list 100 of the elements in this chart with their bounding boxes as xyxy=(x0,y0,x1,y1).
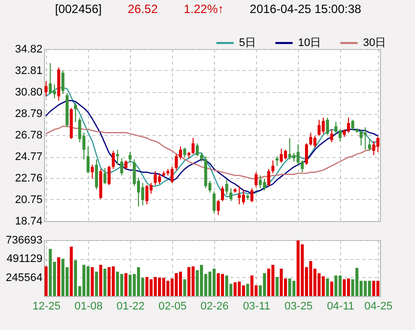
bar xyxy=(70,246,73,296)
bar xyxy=(166,280,170,296)
bar xyxy=(112,266,115,296)
bar xyxy=(221,274,224,296)
candlestick xyxy=(318,119,321,136)
bar xyxy=(372,280,376,296)
x-tick-label: 04-11 xyxy=(326,300,354,312)
bar xyxy=(44,266,48,296)
bar xyxy=(330,282,334,296)
candlestick xyxy=(183,147,186,158)
y-tick-label: 28.79 xyxy=(14,108,42,120)
candlestick xyxy=(128,151,132,164)
x-tick-label: 02-05 xyxy=(158,300,187,312)
candlestick xyxy=(90,164,94,180)
candlestick xyxy=(254,172,258,188)
bar xyxy=(150,279,153,296)
y-tick-label: 245564 xyxy=(6,272,42,284)
bar xyxy=(347,278,350,296)
candlestick xyxy=(250,188,254,203)
bar xyxy=(57,257,60,296)
candlestick xyxy=(313,135,316,148)
x-tick-label: 03-11 xyxy=(242,300,270,312)
text: 1.22%↑ xyxy=(184,2,224,16)
x-tick-label: 01-08 xyxy=(74,300,103,312)
bar xyxy=(162,278,166,296)
y-tick-label: 34.82 xyxy=(14,44,42,56)
bar xyxy=(234,282,237,296)
bar xyxy=(183,279,186,296)
candlestick xyxy=(271,160,274,174)
bar xyxy=(137,267,140,296)
candlestick xyxy=(48,62,52,95)
candlestick xyxy=(120,158,124,176)
candlestick xyxy=(95,158,98,190)
bar xyxy=(103,268,106,296)
candlestick xyxy=(330,128,334,143)
y-tick-label: 736693 xyxy=(6,234,42,246)
bar xyxy=(124,273,128,296)
candlestick xyxy=(112,150,115,170)
bar xyxy=(158,278,161,296)
candlestick xyxy=(61,70,64,95)
bar xyxy=(309,261,312,296)
candlestick xyxy=(338,128,342,142)
bar xyxy=(288,278,292,296)
x-tick-label: 01-22 xyxy=(116,300,145,312)
chart-title: [002456] xyxy=(55,2,102,16)
candlestick xyxy=(305,142,308,166)
bar xyxy=(99,264,102,296)
x-tick-label: 03-25 xyxy=(284,300,313,312)
bar xyxy=(368,280,371,296)
candlestick xyxy=(376,136,380,152)
candlestick xyxy=(296,144,300,166)
bar xyxy=(179,272,182,296)
bar xyxy=(246,284,250,296)
candlestick xyxy=(154,170,157,186)
legend-label: 5日 xyxy=(239,37,256,49)
bar xyxy=(267,268,270,296)
bar xyxy=(208,272,212,296)
candlestick xyxy=(242,190,245,205)
bar xyxy=(174,273,178,296)
candlestick xyxy=(263,178,266,191)
bar xyxy=(355,268,358,296)
legend-label: 30日 xyxy=(363,37,386,49)
bar xyxy=(216,273,220,296)
candlestick xyxy=(288,137,292,160)
candlestick xyxy=(229,188,232,202)
bar xyxy=(145,276,148,296)
candlestick xyxy=(326,117,329,136)
candlestick xyxy=(309,132,312,146)
legend-label: 10日 xyxy=(298,37,322,49)
candlestick xyxy=(141,182,144,206)
candlestick xyxy=(351,119,354,132)
x-tick-label: 12-25 xyxy=(32,300,61,312)
candlestick xyxy=(347,117,350,134)
candlestick xyxy=(108,165,111,186)
bar xyxy=(48,248,52,296)
y-tick-label: 18.74 xyxy=(14,216,42,228)
y-tick-label: 26.78 xyxy=(14,130,42,142)
y-tick-label: 24.77 xyxy=(14,151,42,163)
candlestick xyxy=(170,166,174,184)
candlestick xyxy=(258,174,262,189)
bar xyxy=(74,260,77,296)
bar xyxy=(225,275,228,296)
bar xyxy=(90,267,94,296)
y-tick-label: 20.75 xyxy=(14,194,42,206)
bar xyxy=(108,267,111,296)
bar xyxy=(192,266,195,296)
candlestick xyxy=(44,80,48,97)
bar xyxy=(280,268,283,296)
candlestick xyxy=(334,121,338,134)
bar xyxy=(187,267,190,296)
bar xyxy=(338,275,342,296)
bar xyxy=(128,274,132,296)
bar xyxy=(364,280,367,296)
bar xyxy=(250,275,254,296)
candlestick xyxy=(192,137,195,155)
candlestick xyxy=(364,126,367,150)
candlestick xyxy=(368,138,371,152)
bar xyxy=(200,264,203,296)
candlestick xyxy=(212,190,216,214)
y-tick-label: 491129 xyxy=(6,253,42,266)
